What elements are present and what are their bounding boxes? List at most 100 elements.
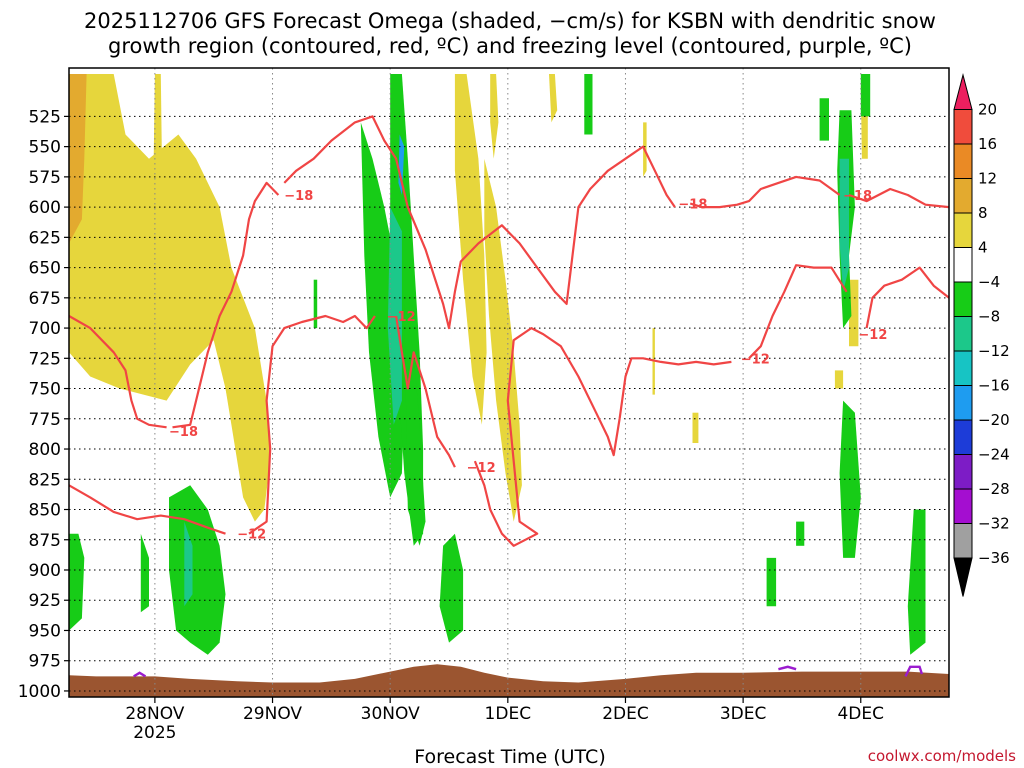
y-tick-label-675: 675	[29, 289, 61, 309]
colorbar-label-7: −12	[978, 342, 1010, 360]
colorbar-label-12: −32	[978, 515, 1010, 533]
colorbar-label-1: 16	[978, 135, 997, 153]
colorbar-swatch-10	[953, 419, 973, 455]
x-tick-label-4DEC: 4DEC	[837, 704, 884, 724]
omega-region-0	[69, 74, 247, 437]
omega-region-33	[398, 134, 405, 195]
omega-region-5	[484, 158, 522, 522]
contour-labels: −18 −12 −18 −12 −12 −18 −12 −18 −12	[169, 189, 887, 543]
colorbar-label-0: 20	[978, 101, 997, 119]
omega-region-3	[153, 74, 162, 208]
omega-region-28	[839, 158, 849, 292]
dgz-contour-10	[865, 266, 950, 329]
x-tick-label-28NOV: 28NOV	[125, 704, 184, 724]
colorbar-label-11: −28	[978, 480, 1010, 498]
omega-region-7	[549, 74, 558, 123]
omega-region-4	[454, 74, 487, 425]
y-axis: 525 550 575 600 625 650 675 700 725 750 775 800 825 8…	[18, 107, 69, 702]
colorbar-top-arrow	[953, 73, 973, 110]
terrain-area	[69, 664, 949, 697]
omega-region-20	[169, 485, 226, 655]
omega-region-18	[69, 533, 85, 631]
colorbar-label-2: 12	[978, 170, 997, 188]
omega-region-1	[69, 74, 87, 244]
dgz-contour-5	[68, 484, 226, 535]
dgz-contour-7	[395, 315, 456, 468]
freezing-contour-2	[904, 665, 924, 677]
y-tick-label-650: 650	[29, 259, 61, 279]
colorbar-swatch-4	[953, 212, 973, 248]
colorbar-label-4: 4	[978, 239, 988, 257]
y-tick-label-625: 625	[29, 228, 61, 248]
y-tick-label-550: 550	[29, 138, 61, 158]
y-tick-label-875: 875	[29, 531, 61, 551]
omega-region-21	[184, 521, 193, 607]
colorbar-label-6: −8	[978, 308, 1000, 326]
dgz-contour-3	[689, 175, 841, 209]
omega-region-22	[439, 533, 464, 643]
y-tick-label-800: 800	[29, 440, 61, 460]
y-tick-label-925: 925	[29, 591, 61, 611]
plot-frame	[68, 67, 950, 698]
freezing-level-contours	[133, 665, 924, 678]
contour-label-6: −12	[741, 352, 770, 367]
contour-label-5: −18	[678, 197, 707, 212]
credit-text[interactable]: coolwx.com/models	[868, 747, 1016, 765]
omega-shading	[69, 74, 926, 655]
colorbar-swatch-6	[953, 281, 973, 317]
dendritic-contours	[68, 115, 950, 547]
omega-region-29	[860, 74, 871, 117]
colorbar-label-9: −20	[978, 411, 1010, 429]
omega-region-19	[140, 533, 149, 613]
y-tick-label-725: 725	[29, 349, 61, 369]
omega-region-25	[796, 521, 805, 546]
chart-title-line-1: 2025112706 GFS Forecast Omega (shaded, −…	[84, 9, 936, 33]
omega-region-12	[692, 412, 699, 443]
chart-title-line-2: growth region (contoured, red, ºC) and f…	[108, 34, 912, 58]
omega-region-11	[834, 370, 844, 389]
colorbar-swatch-9	[953, 385, 973, 421]
y-tick-label-700: 700	[29, 319, 61, 339]
freezing-contour-0	[133, 671, 147, 678]
y-tick-label-575: 575	[29, 168, 61, 188]
colorbar-bottom-arrow	[953, 557, 973, 597]
terrain-fill	[69, 664, 949, 697]
omega-region-32	[387, 207, 402, 425]
x-tick-label-3DEC: 3DEC	[720, 704, 767, 724]
contour-label-4: −12	[467, 461, 496, 476]
dgz-contour-8	[473, 327, 732, 547]
colorbar-swatch-13	[953, 523, 973, 559]
x-axis-label: Forecast Time (UTC)	[414, 746, 605, 768]
x-tick-label-29NOV: 29NOV	[243, 704, 302, 724]
colorbar: 20 16 12 8 4 −4 −8 −12 −16 −20 −24 −28 −32 −36	[953, 73, 1010, 597]
colorbar-label-8: −16	[978, 377, 1010, 395]
dgz-contour-0	[68, 315, 167, 429]
y-tick-label-850: 850	[29, 501, 61, 521]
plot-area: −18 −12 −18 −12 −12 −18 −12 −18 −12	[68, 67, 950, 698]
dgz-contour-9	[748, 264, 848, 360]
omega-region-16	[404, 303, 426, 546]
colorbar-swatch-8	[953, 350, 973, 386]
omega-region-23	[584, 74, 593, 135]
contour-label-8: −12	[858, 328, 887, 343]
y-tick-label-1000: 1000	[18, 682, 61, 702]
contour-label-7: −18	[843, 189, 872, 204]
colorbar-swatch-2	[953, 143, 973, 179]
colorbar-swatch-11	[953, 454, 973, 490]
colorbar-label-13: −36	[978, 549, 1010, 567]
colorbar-swatch-5	[953, 247, 973, 283]
y-tick-label-525: 525	[29, 107, 61, 127]
dgz-contour-1	[172, 181, 280, 429]
freezing-contour-1	[778, 665, 797, 671]
colorbar-swatch-3	[953, 178, 973, 214]
omega-region-17	[313, 279, 318, 329]
colorbar-label-10: −24	[978, 446, 1010, 464]
omega-region-26	[819, 98, 829, 141]
contour-label-1: −12	[237, 528, 266, 543]
y-tick-label-900: 900	[29, 561, 61, 581]
contour-label-2: −18	[284, 189, 313, 204]
y-tick-label-750: 750	[29, 380, 61, 400]
y-tick-label-950: 950	[29, 621, 61, 641]
dgz-contour-6	[248, 314, 376, 535]
